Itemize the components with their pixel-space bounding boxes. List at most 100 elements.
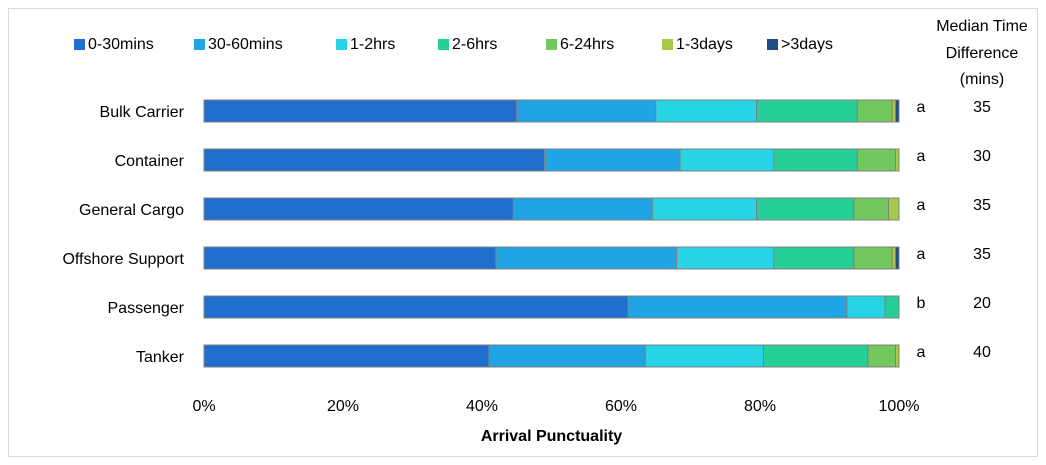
side-table-cells: a 35 a 30 a 35 a 35 b 20 a 40 — [917, 99, 991, 361]
group-letter: a — [917, 148, 926, 165]
median-value: 20 — [973, 295, 991, 312]
group-letter: b — [917, 295, 926, 312]
bar-segment-0 — [203, 344, 490, 368]
bar-segment-4 — [856, 99, 893, 123]
x-tick-label: 0% — [192, 398, 215, 415]
category-label: Bulk Carrier — [100, 104, 185, 121]
category-label: Passenger — [108, 300, 185, 317]
median-value: 35 — [973, 246, 991, 263]
category-labels: Bulk Carrier Container General Cargo Offsho… — [62, 104, 184, 366]
bar-row — [203, 197, 900, 221]
legend-item-2: 1-2hrs — [336, 36, 395, 53]
group-letter: a — [917, 197, 926, 214]
x-axis: 0% 20% 40% 60% 80% 100% Arrival Punctuality — [192, 398, 919, 445]
group-letter: a — [917, 344, 926, 361]
bar-segment-4 — [853, 246, 893, 270]
bar-segment-2 — [679, 148, 775, 172]
x-tick-label: 40% — [466, 398, 498, 415]
median-value: 35 — [973, 197, 991, 214]
bar-segment-1 — [495, 246, 678, 270]
side-table-header: Median Time Difference (mins) — [936, 18, 1028, 88]
category-label: Container — [115, 153, 185, 170]
legend-item-3: 2-6hrs — [438, 36, 497, 53]
bar-segment-3 — [756, 99, 858, 123]
bar-segment-2 — [651, 197, 758, 221]
bar-segment-0 — [203, 99, 518, 123]
legend-label: >3days — [781, 36, 833, 53]
bar-row — [203, 99, 900, 123]
legend-label: 6-24hrs — [560, 36, 614, 53]
bar-segment-2 — [644, 344, 764, 368]
bar-segment-1 — [516, 99, 657, 123]
bar-segment-4 — [856, 148, 897, 172]
bar-segment-2 — [846, 295, 886, 319]
legend-item-5: 1-3days — [662, 36, 733, 53]
bar-segment-1 — [627, 295, 848, 319]
legend-swatch — [74, 39, 85, 50]
legend-swatch — [662, 39, 673, 50]
bar-segment-4 — [867, 344, 897, 368]
bar-row — [203, 246, 900, 270]
bar-segment-2 — [676, 246, 775, 270]
side-header-line: (mins) — [960, 71, 1004, 88]
category-label: General Cargo — [79, 202, 184, 219]
bar-segment-1 — [488, 344, 646, 368]
median-value: 30 — [973, 148, 991, 165]
bar-segment-3 — [773, 148, 858, 172]
bar-row — [203, 148, 900, 172]
legend-swatch — [546, 39, 557, 50]
legend-swatch — [336, 39, 347, 50]
legend-label: 30-60mins — [208, 36, 283, 53]
bar-segment-0 — [203, 246, 497, 270]
side-header-line: Median Time — [936, 18, 1028, 35]
x-tick-label: 20% — [327, 398, 359, 415]
legend-swatch — [194, 39, 205, 50]
bar-row — [203, 344, 900, 368]
bar-segment-5 — [888, 197, 900, 221]
legend-label: 1-2hrs — [350, 36, 395, 53]
bar-segment-6 — [895, 99, 900, 123]
group-letter: a — [917, 99, 926, 116]
bar-segment-1 — [544, 148, 681, 172]
bar-segment-5 — [895, 148, 900, 172]
bar-segment-6 — [895, 246, 900, 270]
bar-segment-3 — [884, 295, 900, 319]
bar-segment-0 — [203, 148, 546, 172]
legend-item-6: >3days — [767, 36, 833, 53]
legend-item-1: 30-60mins — [194, 36, 283, 53]
bar-segment-2 — [655, 99, 758, 123]
legend-item-0: 0-30mins — [74, 36, 154, 53]
chart-frame — [8, 8, 1038, 457]
side-header-line: Difference — [946, 45, 1019, 62]
legend-swatch — [438, 39, 449, 50]
bar-segment-0 — [203, 197, 514, 221]
bar-segment-3 — [773, 246, 855, 270]
legend-label: 0-30mins — [88, 36, 154, 53]
group-letter: a — [917, 246, 926, 263]
legend: 0-30mins 30-60mins 1-2hrs 2-6hrs 6-24hrs 1-3d… — [74, 36, 833, 53]
x-tick-label: 60% — [605, 398, 637, 415]
legend-label: 2-6hrs — [452, 36, 497, 53]
bar-segment-5 — [895, 344, 900, 368]
category-label: Offshore Support — [62, 251, 184, 268]
bar-segment-5 — [891, 99, 897, 123]
bar-segment-0 — [203, 295, 629, 319]
bar-row — [203, 295, 900, 319]
median-value: 35 — [973, 99, 991, 116]
bar-segment-1 — [512, 197, 653, 221]
legend-item-4: 6-24hrs — [546, 36, 614, 53]
x-tick-label: 100% — [879, 398, 920, 415]
x-tick-label: 80% — [744, 398, 776, 415]
median-value: 40 — [973, 344, 991, 361]
bar-segment-4 — [853, 197, 890, 221]
bar-segment-5 — [891, 246, 897, 270]
bars — [203, 99, 900, 368]
legend-swatch — [767, 39, 778, 50]
x-axis-title: Arrival Punctuality — [481, 428, 622, 445]
category-label: Tanker — [136, 349, 185, 366]
legend-label: 1-3days — [676, 36, 733, 53]
bar-segment-3 — [762, 344, 869, 368]
bar-segment-3 — [756, 197, 855, 221]
